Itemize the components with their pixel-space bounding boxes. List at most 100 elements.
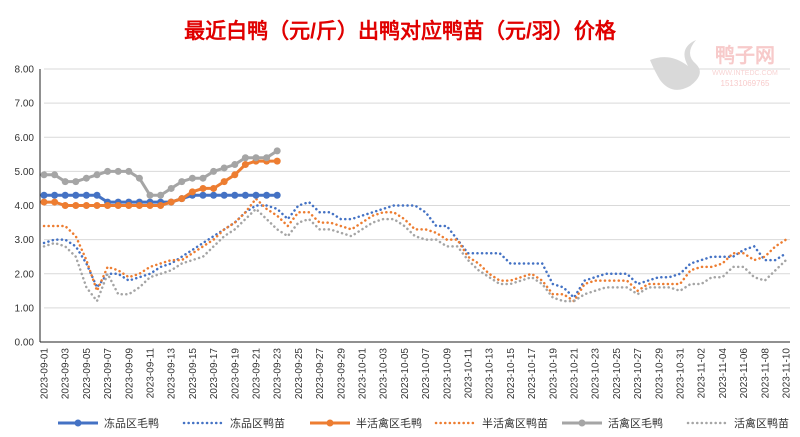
data-point	[199, 184, 207, 192]
data-point	[40, 171, 48, 179]
x-tick-label: 2023-09-27	[315, 348, 326, 400]
legend-label: 半活禽区鸭苗	[482, 416, 548, 430]
data-point	[273, 147, 281, 155]
data-point	[241, 191, 249, 199]
x-tick-label: 2023-10-31	[676, 348, 687, 400]
series-line	[42, 207, 788, 304]
legend-item: 冻品区毛鸭	[58, 416, 159, 430]
data-point	[199, 191, 207, 199]
x-tick-label: 2023-09-19	[230, 348, 241, 400]
data-point	[61, 202, 69, 209]
legend-item: 半活禽区毛鸭	[310, 416, 422, 430]
x-tick-label: 2023-10-29	[654, 348, 665, 400]
series-line	[42, 200, 788, 300]
x-tick-label: 2023-09-09	[124, 348, 135, 400]
x-tick-label: 2023-10-11	[464, 348, 475, 399]
data-point	[199, 174, 207, 182]
legend-marker	[326, 419, 334, 427]
x-tick-label: 2023-10-27	[633, 348, 644, 400]
x-tick-label: 2023-11-08	[760, 348, 771, 399]
data-point	[167, 184, 175, 192]
legend-label: 活禽区毛鸭	[608, 416, 663, 430]
data-point	[51, 198, 59, 206]
data-point	[210, 184, 218, 192]
y-tick-label: 6.00	[15, 133, 35, 144]
series-4	[40, 147, 281, 199]
data-point	[51, 191, 59, 199]
series-3	[42, 196, 788, 303]
svg-text:鸭子网: 鸭子网	[715, 44, 775, 67]
data-point	[252, 154, 260, 162]
y-tick-label: 0.00	[15, 338, 35, 349]
data-point	[114, 167, 122, 175]
data-point	[82, 174, 90, 182]
y-tick-label: 7.00	[15, 99, 35, 110]
legend-item: 半活禽区鸭苗	[434, 416, 548, 430]
data-point	[157, 191, 165, 199]
data-point	[146, 191, 154, 199]
legend-label: 半活禽区毛鸭	[356, 416, 422, 430]
y-tick-label: 8.00	[15, 65, 35, 76]
data-point	[210, 167, 218, 175]
watermark-logo: 鸭子网 WWW.INTEDC.COM 15131069765	[650, 40, 778, 90]
legend-label: 活禽区鸭苗	[734, 416, 789, 430]
data-point	[40, 191, 48, 199]
legend-label: 冻品区鸭苗	[230, 416, 285, 430]
data-point	[82, 191, 90, 199]
data-point	[125, 202, 133, 209]
data-point	[220, 178, 228, 186]
x-tick-label: 2023-10-03	[379, 348, 390, 400]
data-point	[61, 191, 69, 199]
y-tick-label: 1.00	[15, 303, 35, 314]
legend-label: 冻品区毛鸭	[104, 416, 159, 430]
legend-item: 冻品区鸭苗	[182, 416, 285, 430]
data-point	[167, 198, 175, 206]
data-point	[241, 154, 249, 162]
svg-text:WWW.INTEDC.COM: WWW.INTEDC.COM	[712, 70, 778, 77]
data-point	[210, 191, 218, 199]
svg-text:15131069765: 15131069765	[721, 79, 770, 88]
x-tick-label: 2023-11-02	[697, 348, 708, 399]
x-tick-label: 2023-09-03	[61, 348, 72, 400]
x-tick-label: 2023-10-25	[612, 348, 623, 400]
x-tick-label: 2023-10-01	[358, 348, 369, 400]
data-point	[263, 191, 271, 199]
legend-marker	[74, 419, 82, 427]
x-tick-label: 2023-10-07	[421, 348, 432, 400]
data-point	[125, 167, 133, 175]
legend-marker	[578, 419, 586, 427]
x-tick-label: 2023-11-10	[782, 348, 793, 399]
chart-title: 最近白鸭（元/斤）出鸭对应鸭苗（元/羽）价格	[184, 19, 617, 43]
data-point	[72, 191, 80, 199]
legend-item: 活禽区毛鸭	[562, 416, 663, 430]
data-point	[231, 191, 239, 199]
data-point	[40, 198, 48, 206]
x-tick-label: 2023-09-07	[103, 348, 114, 400]
series-5	[42, 207, 788, 304]
series-1	[42, 200, 788, 300]
data-point	[273, 191, 281, 199]
data-point	[252, 191, 260, 199]
data-point	[114, 202, 122, 209]
x-tick-label: 2023-09-01	[40, 348, 51, 400]
data-point	[104, 167, 112, 175]
x-tick-label: 2023-11-04	[718, 348, 729, 399]
x-tick-label: 2023-10-19	[548, 348, 559, 400]
x-tick-label: 2023-09-15	[188, 348, 199, 400]
data-point	[231, 171, 239, 179]
x-tick-label: 2023-11-06	[739, 348, 750, 399]
x-tick-label: 2023-09-13	[167, 348, 178, 400]
data-point	[231, 161, 239, 169]
data-point	[241, 161, 249, 169]
x-tick-label: 2023-09-21	[252, 348, 263, 400]
x-tick-label: 2023-10-15	[506, 348, 517, 400]
data-point	[51, 171, 59, 179]
data-point	[178, 178, 186, 186]
data-point	[93, 171, 101, 179]
x-tick-label: 2023-10-09	[442, 348, 453, 400]
x-tick-label: 2023-09-23	[273, 348, 284, 400]
y-tick-label: 4.00	[15, 201, 35, 212]
data-point	[72, 202, 80, 209]
x-tick-label: 2023-10-13	[485, 348, 496, 400]
